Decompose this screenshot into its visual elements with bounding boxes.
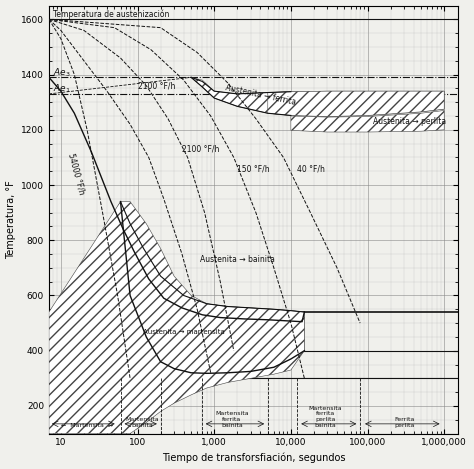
Polygon shape — [49, 202, 304, 433]
Text: 54000 °F/h: 54000 °F/h — [67, 152, 87, 195]
X-axis label: Tiempo de transforsfiación, segundos: Tiempo de transforsfiación, segundos — [162, 453, 345, 463]
Text: Austenita → ferrita: Austenita → ferrita — [224, 83, 296, 107]
Polygon shape — [291, 111, 444, 132]
Text: 40 °F/h: 40 °F/h — [297, 164, 325, 173]
Text: ←  Martensita  →: ← Martensita → — [61, 423, 113, 428]
Polygon shape — [191, 77, 444, 117]
Y-axis label: Temperatura, °F: Temperatura, °F — [6, 180, 16, 259]
Polygon shape — [120, 202, 304, 373]
Text: 2100 °F/h: 2100 °F/h — [137, 82, 175, 91]
Text: 2100 °F/h: 2100 °F/h — [182, 145, 219, 154]
Text: Austenita → bainita: Austenita → bainita — [200, 255, 275, 265]
Text: Martensita
ferrita
perlita
bainita: Martensita ferrita perlita bainita — [308, 406, 342, 428]
Text: 150 °F/h: 150 °F/h — [237, 164, 270, 173]
Polygon shape — [268, 91, 444, 117]
Text: Martensita
bainita: Martensita bainita — [125, 417, 159, 428]
Text: Austenita → martensita: Austenita → martensita — [143, 329, 225, 335]
Text: $Ae_3$: $Ae_3$ — [54, 66, 71, 79]
Text: Temperatura de austenización: Temperatura de austenización — [54, 9, 170, 19]
Text: Martensita
ferrita
bainita: Martensita ferrita bainita — [215, 411, 249, 428]
Text: $Ae_1$: $Ae_1$ — [54, 83, 71, 95]
Text: Ferrita
perlita: Ferrita perlita — [394, 417, 414, 428]
Text: Austenita → perlita: Austenita → perlita — [373, 117, 446, 126]
